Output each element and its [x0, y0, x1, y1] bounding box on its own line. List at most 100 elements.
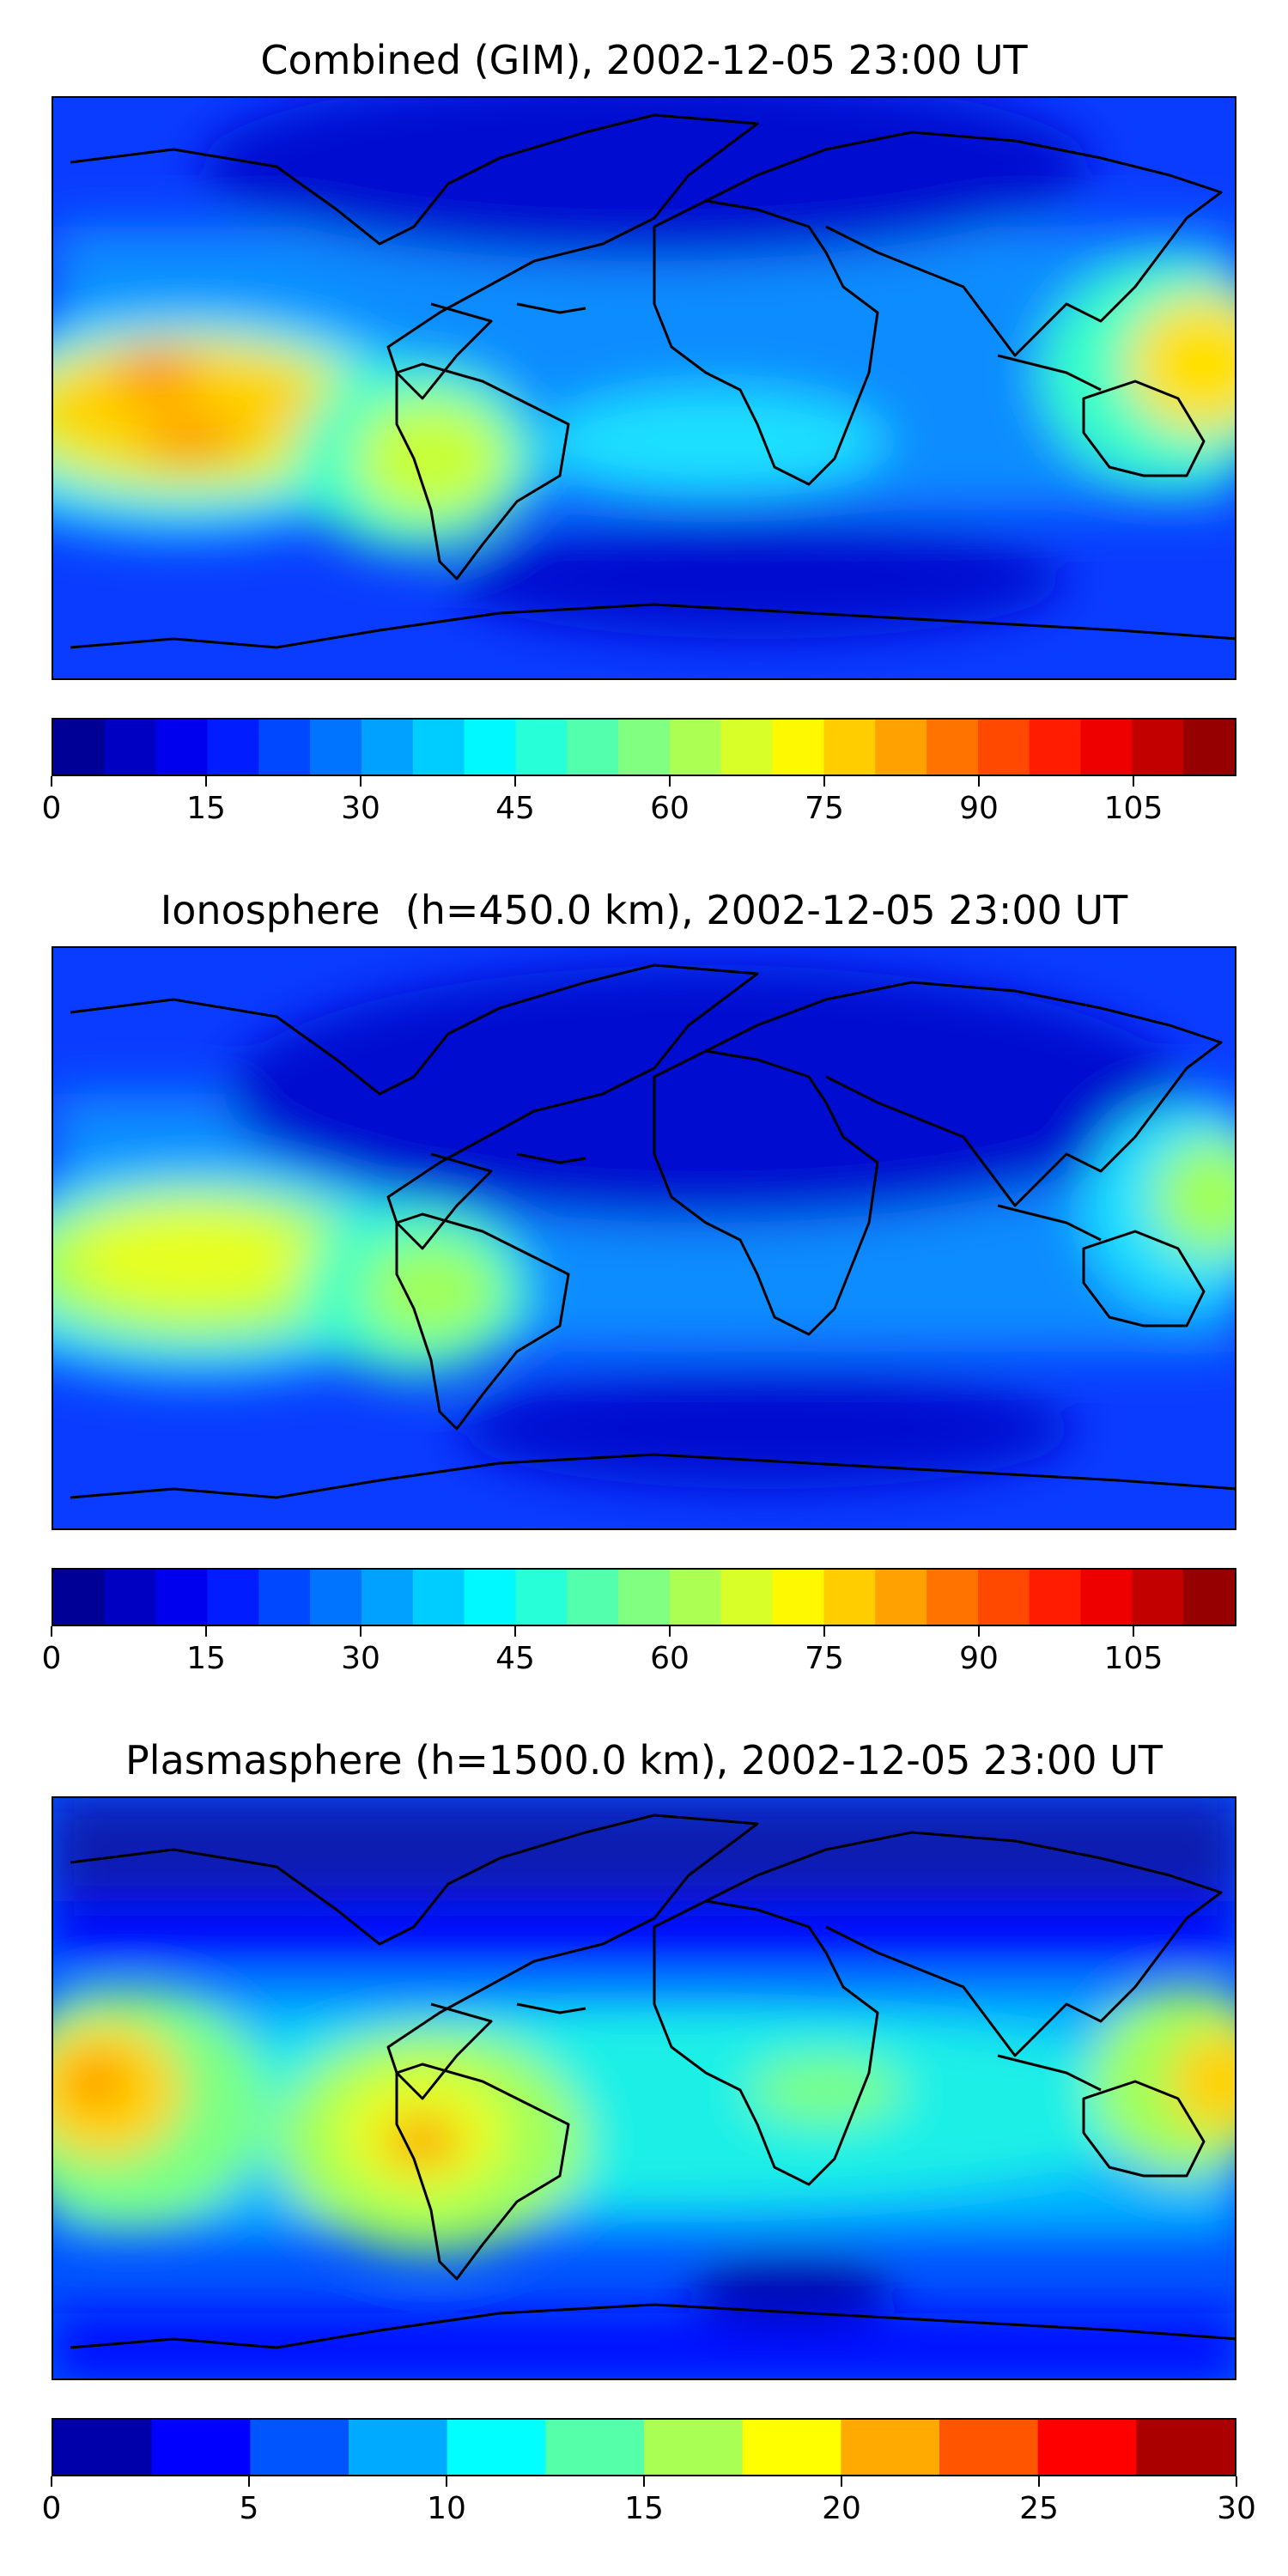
colorbar-level	[669, 1570, 722, 1625]
colorbar-level	[1037, 2420, 1137, 2475]
colorbar-level	[1136, 2420, 1235, 2475]
colorbar-tick-label: 5	[239, 2491, 259, 2526]
colorbar-level	[412, 720, 465, 775]
colorbar-tick	[51, 2476, 52, 2487]
panel-title-plasmasphere: Plasmasphere (h=1500.0 km), 2002-12-05 2…	[125, 1737, 1163, 1783]
colorbar-level	[875, 1570, 927, 1625]
colorbar-level	[772, 1570, 824, 1625]
colorbar-tick	[360, 1626, 361, 1637]
colorbar-level	[977, 720, 1030, 775]
colorbar-tick	[823, 776, 825, 787]
colorbar-tick	[514, 1626, 516, 1637]
colorbar-level	[841, 2420, 940, 2475]
colorbar-level	[927, 1570, 979, 1625]
colorbar-ticks-plasmasphere: 0 5 10 15 20 25 30	[42, 2476, 1256, 2528]
colorbar-tick	[205, 776, 207, 787]
colorbar-level	[875, 720, 927, 775]
colorbar-level	[618, 720, 671, 775]
colorbar-tick-label: 90	[959, 791, 999, 826]
colorbar-level	[1132, 720, 1184, 775]
colorbar-tick-label: 105	[1103, 791, 1163, 826]
colorbar-tick-label: 60	[650, 791, 690, 826]
colorbar-tick	[643, 2476, 645, 2487]
colorbar-level	[939, 2420, 1039, 2475]
colorbar-level	[567, 720, 619, 775]
colorbar-tick-label: 30	[341, 1641, 380, 1676]
colorbar-tick-label: 25	[1019, 2491, 1059, 2526]
colorbar-level	[977, 1570, 1030, 1625]
colorbar-tick	[669, 1626, 671, 1637]
colorbar-tick-label: 20	[822, 2491, 861, 2526]
colorbar-level	[361, 720, 414, 775]
colorbar-tick-label: 45	[495, 791, 535, 826]
colorbar-tick	[823, 1626, 825, 1637]
colorbar-tick-label: 60	[650, 1641, 690, 1676]
colorbar-tick	[669, 776, 671, 787]
colorbar-level	[1132, 1570, 1184, 1625]
colorbar-tick	[51, 776, 52, 787]
colorbar-tick-label: 0	[41, 791, 62, 826]
colorbar-level	[927, 720, 979, 775]
colorbar-level	[258, 720, 311, 775]
colorbar-level	[464, 1570, 517, 1625]
panel-title-combined: Combined (GIM), 2002-12-05 23:00 UT	[260, 37, 1028, 83]
colorbar-level	[361, 1570, 414, 1625]
colorbar-tick	[514, 776, 516, 787]
colorbar-level	[310, 720, 362, 775]
colorbar-level	[104, 1570, 157, 1625]
colorbar-tick-label: 75	[805, 791, 844, 826]
colorbar-level	[669, 720, 722, 775]
colorbar-tick-label: 45	[495, 1641, 535, 1676]
colorbar-level	[349, 2420, 448, 2475]
colorbar-level	[207, 720, 259, 775]
colorbar-level	[53, 1570, 106, 1625]
colorbar-level	[515, 1570, 568, 1625]
colorbar-level	[464, 720, 517, 775]
colorbar-level	[258, 1570, 311, 1625]
colorbar-level	[155, 1570, 209, 1625]
colorbar-level	[515, 720, 568, 775]
colorbar-level	[104, 720, 157, 775]
colorbar-tick-label: 30	[341, 791, 380, 826]
colorbar-tick-label: 15	[186, 1641, 226, 1676]
colorbar-level	[1183, 720, 1235, 775]
colorbar-tick	[978, 1626, 980, 1637]
colorbar-level	[720, 1570, 774, 1625]
colorbar-level	[742, 2420, 841, 2475]
map-plasmasphere	[52, 1796, 1236, 2380]
colorbar-level	[823, 1570, 876, 1625]
colorbar-level	[1029, 720, 1082, 775]
panel-title-ionosphere: Ionosphere (h=450.0 km), 2002-12-05 23:0…	[160, 887, 1128, 933]
colorbar-level	[618, 1570, 671, 1625]
colorbar-level	[1080, 1570, 1133, 1625]
colorbar-level	[823, 720, 876, 775]
colorbar-level	[412, 1570, 465, 1625]
colorbar-level	[53, 2420, 153, 2475]
colorbar-tick	[1133, 1626, 1134, 1637]
colorbar-level	[720, 720, 774, 775]
colorbar-tick	[446, 2476, 447, 2487]
colorbar-ticks-ionosphere: 0 15 30 45 60 75 90 105	[42, 1626, 1236, 1678]
colorbar-level	[53, 720, 106, 775]
colorbar-tick	[1133, 776, 1134, 787]
colorbar-tick	[248, 2476, 250, 2487]
colorbar-tick	[1236, 2476, 1237, 2487]
colorbar-level	[1029, 1570, 1082, 1625]
colorbar-level	[151, 2420, 251, 2475]
colorbar-level	[155, 720, 209, 775]
colorbar-tick	[1038, 2476, 1040, 2487]
map-ionosphere	[52, 946, 1236, 1530]
colorbar-level	[545, 2420, 645, 2475]
colorbar-level	[207, 1570, 259, 1625]
colorbar-tick-label: 0	[41, 1641, 62, 1676]
colorbar-level	[567, 1570, 619, 1625]
colorbar-ticks-combined: 0 15 30 45 60 75 90 105	[42, 776, 1236, 828]
colorbar-tick	[51, 1626, 52, 1637]
colorbar-level	[644, 2420, 744, 2475]
colorbar-tick-label: 90	[959, 1641, 999, 1676]
colorbar-combined	[52, 718, 1236, 776]
colorbar-tick-label: 15	[186, 791, 226, 826]
colorbar-tick	[841, 2476, 842, 2487]
colorbar-tick	[360, 776, 361, 787]
colorbar-ionosphere	[52, 1568, 1236, 1626]
